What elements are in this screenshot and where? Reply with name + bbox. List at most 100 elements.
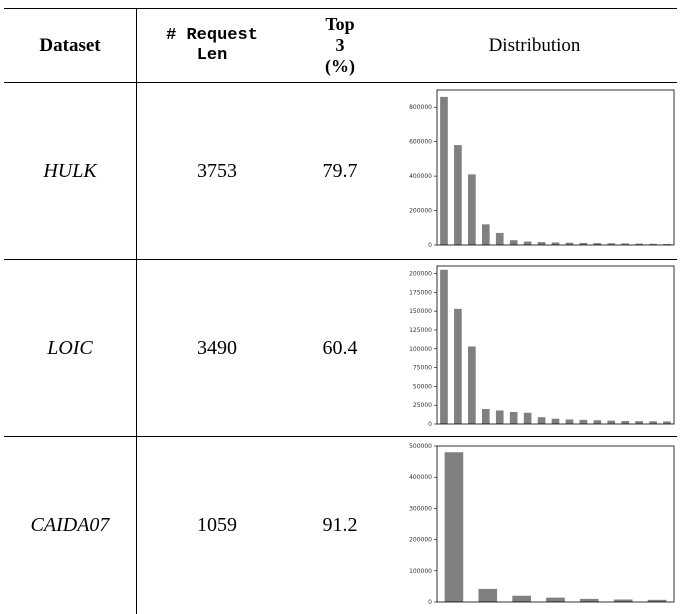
header-request-len: # Request Len	[137, 9, 287, 82]
request-len-value: 3753	[197, 159, 237, 182]
bar	[523, 241, 532, 245]
bar	[481, 408, 490, 424]
bar	[551, 418, 560, 424]
y-tick-label: 300000	[409, 505, 432, 512]
row-caida07-request-len: 1059	[137, 437, 297, 614]
plot-frame	[436, 445, 675, 603]
bar	[647, 599, 667, 602]
y-tick-label: 175000	[409, 289, 432, 296]
y-tick-label: 25000	[413, 402, 432, 409]
bar	[537, 417, 546, 424]
row-loic-top3: 60.4	[300, 260, 380, 436]
bar	[579, 242, 588, 245]
y-tick-label: 0	[428, 599, 432, 606]
request-len-value: 3490	[197, 336, 237, 359]
bar	[537, 242, 546, 245]
header-dataset: Dataset	[4, 9, 136, 82]
row-hulk-top3: 79.7	[300, 83, 380, 259]
bar	[495, 410, 504, 424]
bar	[440, 96, 448, 245]
header-top3: Top 3 (%)	[300, 9, 380, 82]
bar	[565, 242, 574, 245]
y-tick-label: 800000	[409, 104, 432, 111]
bar	[468, 346, 476, 424]
y-tick-label: 125000	[409, 327, 432, 334]
bar	[593, 420, 602, 424]
row-loic-dataset: LOIC	[4, 260, 136, 436]
bar	[635, 243, 643, 245]
bar	[454, 145, 462, 245]
top3-value: 91.2	[322, 514, 358, 536]
top3-value: 60.4	[322, 336, 358, 359]
bar	[663, 243, 671, 245]
dataset-name: LOIC	[47, 336, 93, 359]
bar	[495, 232, 504, 245]
row-hulk-request-len: 3753	[137, 83, 297, 259]
row-caida07-top3: 91.2	[300, 437, 380, 614]
bar	[607, 243, 616, 245]
top3-value: 79.7	[322, 159, 358, 182]
bar	[481, 224, 490, 245]
row-loic-request-len: 3490	[137, 260, 297, 436]
bar	[649, 421, 657, 424]
bar	[663, 421, 671, 424]
bar	[579, 419, 588, 424]
row-caida07-dataset: CAIDA07	[4, 437, 136, 614]
y-tick-label: 75000	[413, 365, 432, 372]
bar	[509, 411, 518, 424]
y-tick-label: 200000	[409, 271, 432, 278]
dataset-name: CAIDA07	[30, 514, 110, 536]
y-tick-label: 0	[428, 242, 432, 249]
header-top3-line2: 3	[335, 35, 345, 55]
header-request-len-line1: # Request	[166, 25, 258, 45]
y-tick-label: 200000	[409, 537, 432, 544]
bar	[613, 599, 633, 602]
y-tick-label: 150000	[409, 308, 432, 315]
y-tick-label: 0	[428, 421, 432, 428]
bar	[580, 598, 599, 602]
bar	[478, 588, 498, 602]
y-tick-label: 200000	[409, 208, 432, 215]
plot-frame	[436, 265, 675, 425]
bar	[551, 242, 560, 245]
top-rule	[4, 8, 677, 9]
bar	[635, 421, 643, 424]
bar	[621, 243, 630, 245]
y-tick-label: 100000	[409, 346, 432, 353]
caida07-distribution-chart: 0 100000 200000 300000 400000 500000	[409, 443, 675, 606]
request-len-value: 1059	[197, 514, 237, 536]
bar	[468, 174, 476, 245]
header-dataset-label: Dataset	[39, 34, 101, 56]
bar	[454, 308, 462, 424]
column-divider	[136, 8, 137, 614]
bar	[621, 420, 630, 424]
header-top3-line1: Top	[325, 14, 355, 34]
loic-distribution-chart: 0 25000 50000 75000 100000 125000 150000 175000…	[409, 265, 675, 428]
y-tick-label: 400000	[409, 173, 432, 180]
bar	[440, 269, 448, 424]
hulk-distribution-chart: 0 200000 400000 600000 800000	[409, 89, 675, 249]
bar	[607, 420, 616, 424]
row-rule-1	[4, 259, 677, 260]
y-tick-label: 500000	[409, 443, 432, 450]
row-rule-2	[4, 436, 677, 437]
bar	[512, 595, 531, 602]
bar	[649, 243, 657, 245]
header-distribution-label: Distribution	[488, 34, 581, 56]
header-distribution: Distribution	[392, 9, 677, 82]
plot-frame	[436, 89, 675, 246]
bar	[593, 243, 602, 245]
row-hulk-dataset: HULK	[4, 83, 136, 259]
bar	[509, 240, 518, 245]
bar	[444, 452, 464, 602]
y-tick-label: 100000	[409, 568, 432, 575]
bar	[546, 597, 565, 602]
header-top3-line3: (%)	[325, 56, 355, 76]
y-tick-label: 50000	[413, 383, 432, 390]
y-tick-label: 400000	[409, 474, 432, 481]
y-tick-label: 600000	[409, 139, 432, 146]
header-request-len-line2: Len	[196, 45, 228, 65]
dataset-name: HULK	[43, 159, 97, 182]
bar	[523, 412, 532, 424]
header-rule	[4, 82, 677, 83]
